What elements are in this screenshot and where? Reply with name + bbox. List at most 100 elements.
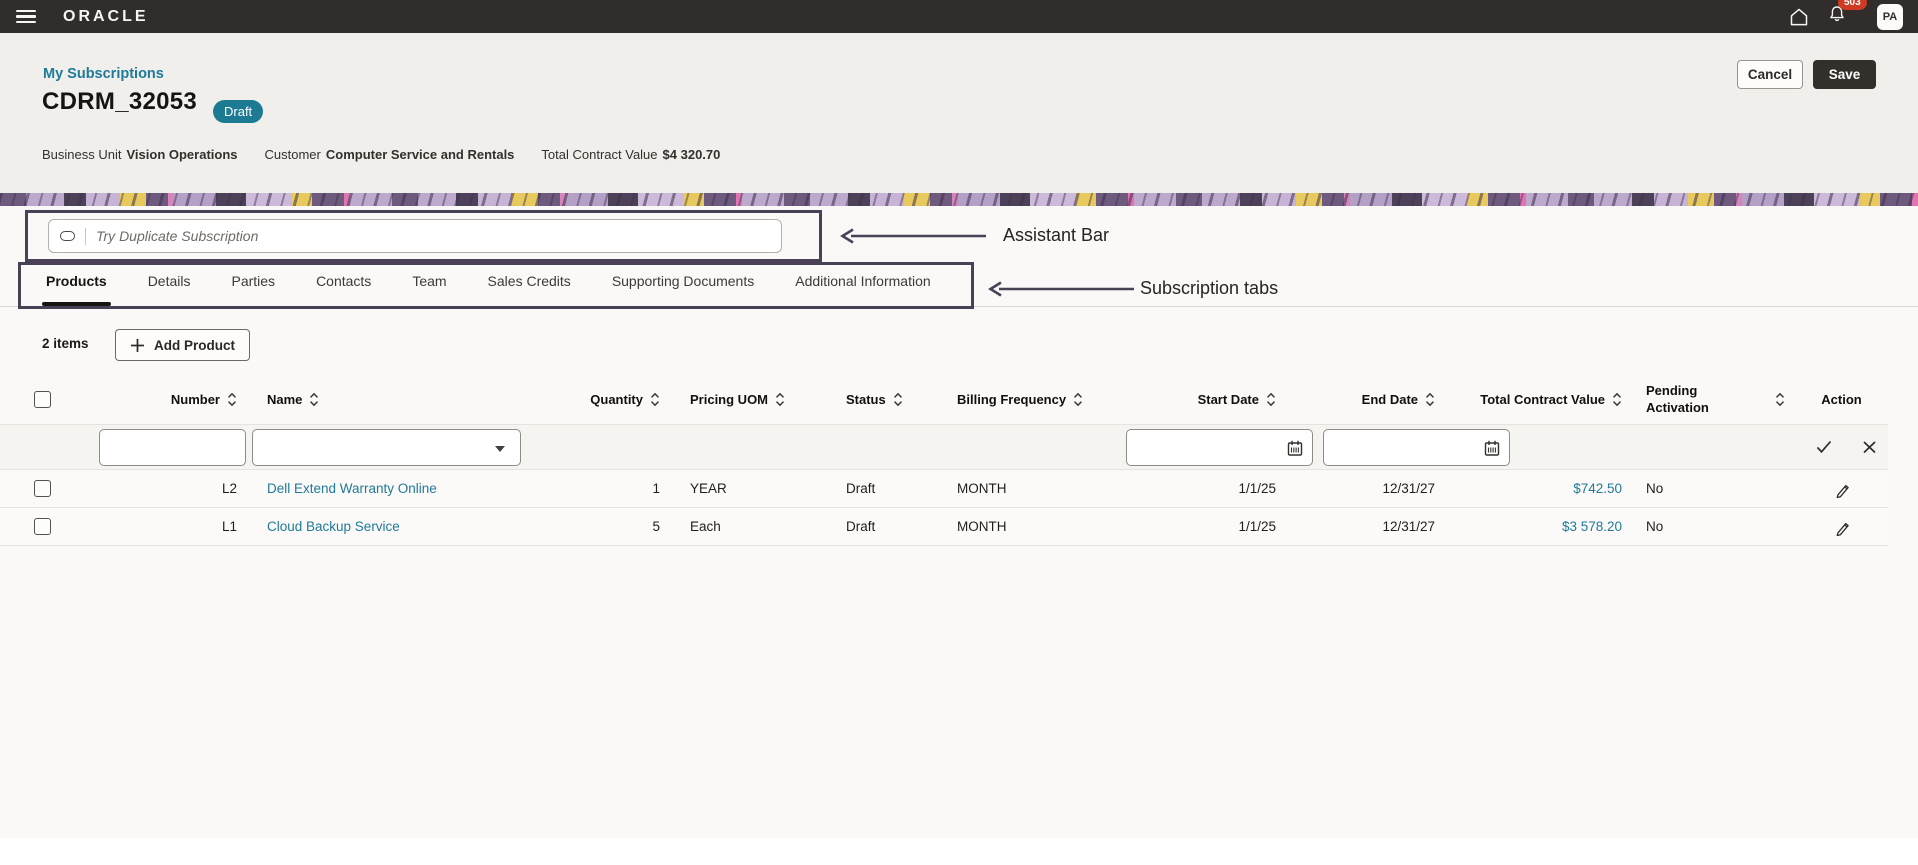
cell-pricing-uom: YEAR [690,481,727,496]
number-filter-field[interactable] [99,429,246,466]
user-avatar[interactable]: PA [1877,3,1903,30]
product-name-link[interactable]: Cloud Backup Service [267,519,400,534]
total-contract-value-link[interactable]: $3 578.20 [1561,519,1622,534]
cell-billing-frequency: MONTH [957,481,1007,496]
cell-number: L2 [221,481,237,496]
decorative-banner [0,193,1918,206]
header-meta: Business Unit Vision Operations Customer C… [42,147,720,162]
sort-icon[interactable] [1073,392,1083,407]
table-row: L1 Cloud Backup Service 5 Each Draft MON… [0,508,1888,546]
x-icon[interactable] [1862,439,1877,455]
assistant-input[interactable] [96,228,781,244]
tab-products[interactable]: Products [42,273,111,306]
meta-business-unit: Business Unit Vision Operations [42,147,238,162]
sort-icon[interactable] [227,392,237,407]
start-date-filter-input[interactable] [1127,430,1312,465]
home-icon[interactable] [1788,6,1810,28]
edit-row-button[interactable] [1833,518,1851,536]
cancel-button[interactable]: Cancel [1737,60,1803,89]
notifications-bell[interactable]: 503 [1827,0,1867,30]
calendar-icon[interactable] [1483,439,1501,458]
start-date-filter-field[interactable] [1126,429,1313,466]
page-header: My Subscriptions Cancel Save CDRM_32053 … [0,33,1918,193]
sort-icon[interactable] [775,392,785,407]
column-header-name[interactable]: Name [237,392,570,407]
bottom-strip [0,838,1918,865]
meta-customer: Customer Computer Service and Rentals [264,147,515,162]
number-filter-input[interactable] [100,430,245,465]
meta-total-contract-value: Total Contract Value $4 320.70 [541,147,721,162]
tab-parties[interactable]: Parties [231,273,276,289]
global-header: ORACLE 503 PA [0,0,1918,33]
cell-start-date: 1/1/25 [1238,519,1276,534]
check-icon[interactable] [1815,439,1833,455]
cell-pending-activation: No [1646,481,1664,496]
cell-quantity: 5 [652,519,660,534]
end-date-filter-input[interactable] [1324,430,1509,465]
product-name-link[interactable]: Dell Extend Warranty Online [267,481,437,496]
name-filter-field[interactable] [252,429,521,466]
oracle-logo: ORACLE [63,7,149,25]
assistant-pill-icon [60,231,75,241]
table-row: L2 Dell Extend Warranty Online 1 YEAR Dr… [0,470,1888,508]
hamburger-menu-icon[interactable] [16,9,36,24]
sort-icon[interactable] [309,392,319,407]
breadcrumb-my-subscriptions[interactable]: My Subscriptions [43,66,164,82]
column-header-pending-activation[interactable]: Pending Activation [1622,383,1795,417]
column-header-total-contract-value[interactable]: Total Contract Value [1435,392,1622,407]
caret-down-icon[interactable] [495,446,505,452]
cell-billing-frequency: MONTH [957,519,1007,534]
assistant-bar-arrow [840,228,986,244]
cell-pricing-uom: Each [690,519,721,534]
column-header-start-date[interactable]: Start Date [1126,392,1276,407]
cell-end-date: 12/31/27 [1382,481,1435,496]
cell-number: L1 [221,519,237,534]
total-contract-value-link[interactable]: $742.50 [1573,481,1622,496]
table-header-row: Number Name Quantity Pricing UOM Status … [0,375,1888,425]
plus-icon [131,338,144,352]
column-header-pricing-uom[interactable]: Pricing UOM [660,392,846,407]
tab-contacts[interactable]: Contacts [316,273,372,289]
sort-icon[interactable] [1775,392,1785,407]
cell-start-date: 1/1/25 [1238,481,1276,496]
row-checkbox[interactable] [34,480,51,497]
column-header-billing-frequency[interactable]: Billing Frequency [957,392,1126,407]
assistant-bar[interactable] [48,219,782,253]
table-filter-row [0,425,1888,470]
tab-supporting-documents[interactable]: Supporting Documents [611,273,755,289]
sort-icon[interactable] [1612,392,1622,407]
items-count: 2 items [42,336,89,351]
tab-details[interactable]: Details [147,273,191,289]
sort-icon[interactable] [893,392,903,407]
column-header-action: Action [1821,392,1862,407]
column-header-status[interactable]: Status [846,392,957,407]
tab-team[interactable]: Team [412,273,447,289]
sort-icon[interactable] [1266,392,1276,407]
select-all-checkbox[interactable] [34,391,51,408]
name-filter-input[interactable] [253,430,520,465]
column-header-quantity[interactable]: Quantity [570,392,660,407]
calendar-icon[interactable] [1286,439,1304,458]
save-button[interactable]: Save [1813,60,1876,89]
assistant-divider [85,227,86,245]
tab-sales-credits[interactable]: Sales Credits [487,273,571,289]
cell-pending-activation: No [1646,519,1664,534]
sort-icon[interactable] [1425,392,1435,407]
edit-row-button[interactable] [1833,480,1851,498]
tabs-bottom-rule [0,306,1918,307]
products-table: Number Name Quantity Pricing UOM Status … [0,375,1888,546]
column-header-number[interactable]: Number [58,392,237,407]
page-title: CDRM_32053 [42,88,198,115]
column-header-end-date[interactable]: End Date [1276,392,1435,407]
cell-end-date: 12/31/27 [1382,519,1435,534]
cell-status: Draft [846,519,876,534]
sort-icon[interactable] [650,392,660,407]
subscription-tabs: Products Details Parties Contacts Team S… [42,262,931,306]
add-product-button[interactable]: Add Product [115,329,250,361]
tab-additional-information[interactable]: Additional Information [795,273,931,289]
status-badge: Draft [213,100,264,123]
assistant-bar-annotation-label: Assistant Bar [1003,225,1110,245]
row-checkbox[interactable] [34,518,51,535]
end-date-filter-field[interactable] [1323,429,1510,466]
